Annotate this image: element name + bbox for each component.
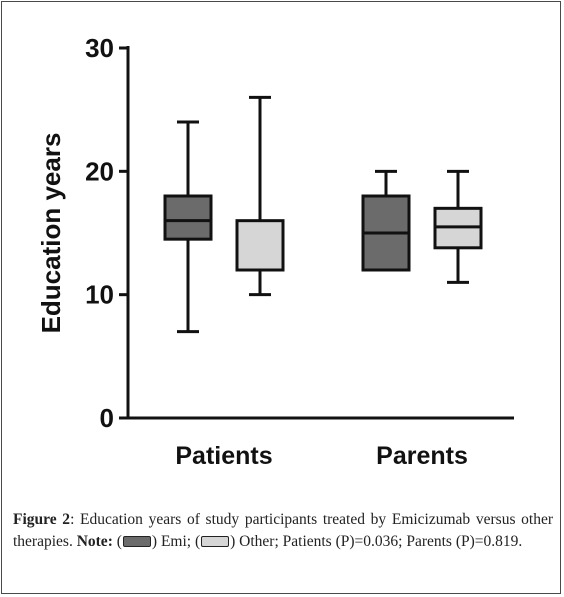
y-tick-label: 20: [85, 156, 114, 186]
box-plot: 0 10 20 30 Education years Patients Parents: [36, 33, 514, 470]
y-tick-label: 10: [85, 280, 114, 310]
legend-swatch-emi: [122, 535, 151, 547]
caption-open-paren: (: [112, 533, 122, 550]
legend-label-other: ) Other; Patients (P)=0.036; Parents (P)…: [230, 533, 523, 550]
legend-label-emi: ) Emi; (: [151, 533, 201, 550]
figure-label: Figure 2: [13, 511, 71, 528]
box-emi-patients: [163, 194, 213, 241]
y-axis-label: Education years: [36, 133, 66, 334]
y-tick-label: 0: [100, 403, 114, 433]
caption-text: : Education years of study participants …: [13, 511, 554, 550]
y-tick-label: 30: [85, 33, 114, 63]
x-tick-label: Patients: [175, 442, 272, 470]
figure-caption: Figure 2: Education years of study parti…: [13, 509, 553, 553]
note-label: Note:: [76, 533, 113, 550]
x-tick-label: Parents: [376, 442, 468, 470]
legend-swatch-other: [201, 535, 230, 547]
box-other-patients: [235, 219, 285, 272]
